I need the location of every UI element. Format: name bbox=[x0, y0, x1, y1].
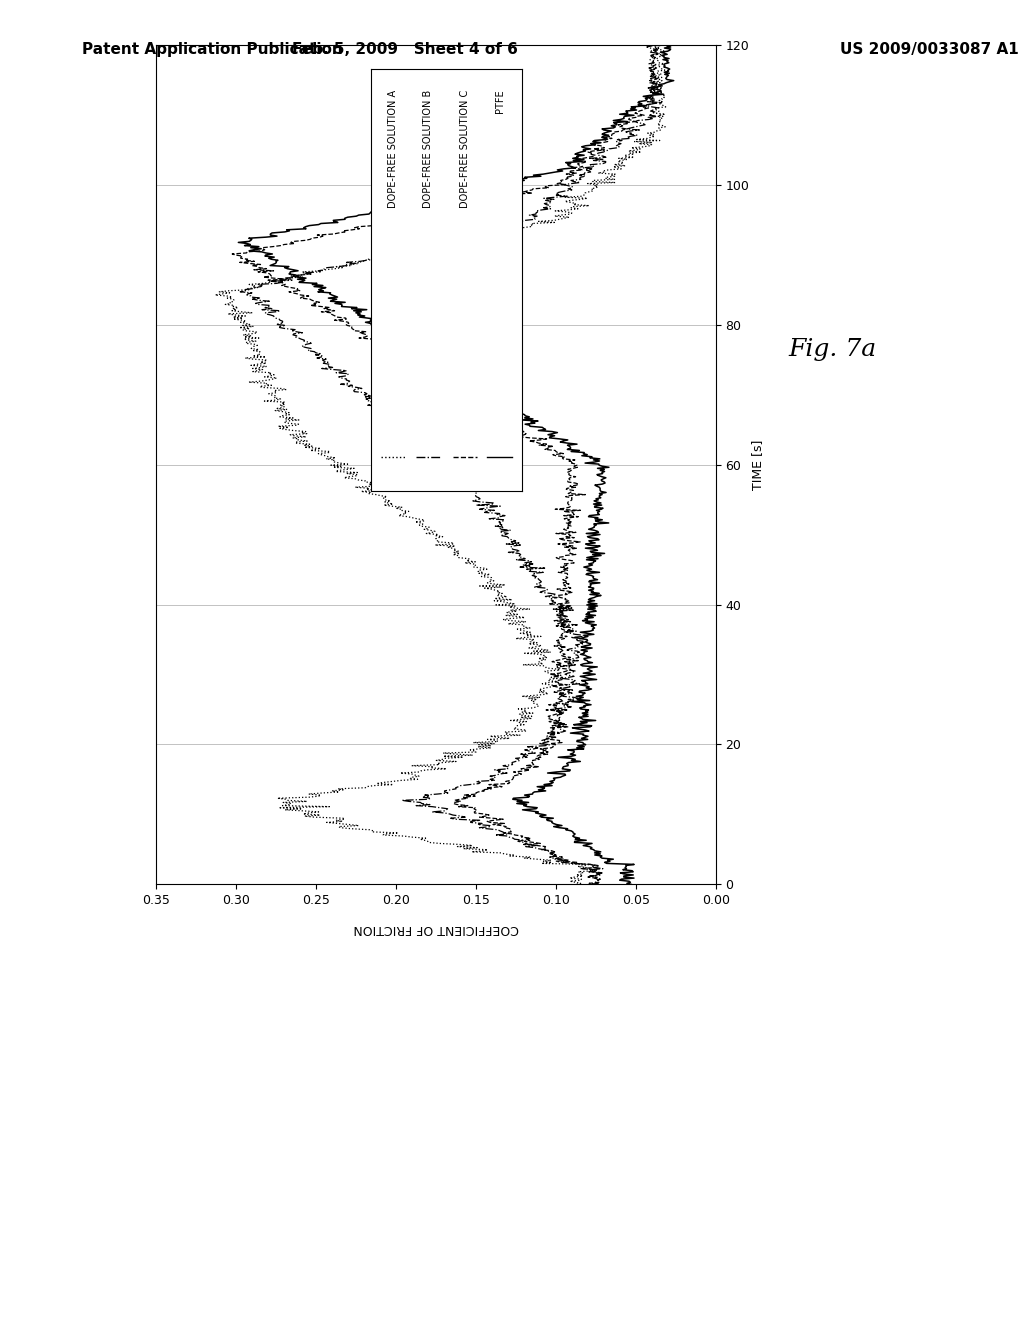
Text: DOPE-FREE SOLUTION C: DOPE-FREE SOLUTION C bbox=[460, 90, 470, 209]
Text: COEFFICIENT OF FRICTION: COEFFICIENT OF FRICTION bbox=[353, 923, 518, 935]
Text: Patent Application Publication: Patent Application Publication bbox=[82, 42, 343, 57]
Text: TIME [s]: TIME [s] bbox=[752, 440, 764, 490]
Text: Fig. 7a: Fig. 7a bbox=[788, 338, 877, 362]
Text: US 2009/0033087 A1: US 2009/0033087 A1 bbox=[840, 42, 1019, 57]
Text: Feb. 5, 2009   Sheet 4 of 6: Feb. 5, 2009 Sheet 4 of 6 bbox=[292, 42, 517, 57]
Text: DOPE-FREE SOLUTION B: DOPE-FREE SOLUTION B bbox=[423, 90, 433, 209]
Text: PTFE: PTFE bbox=[495, 90, 505, 114]
Text: DOPE-FREE SOLUTION A: DOPE-FREE SOLUTION A bbox=[388, 90, 398, 207]
